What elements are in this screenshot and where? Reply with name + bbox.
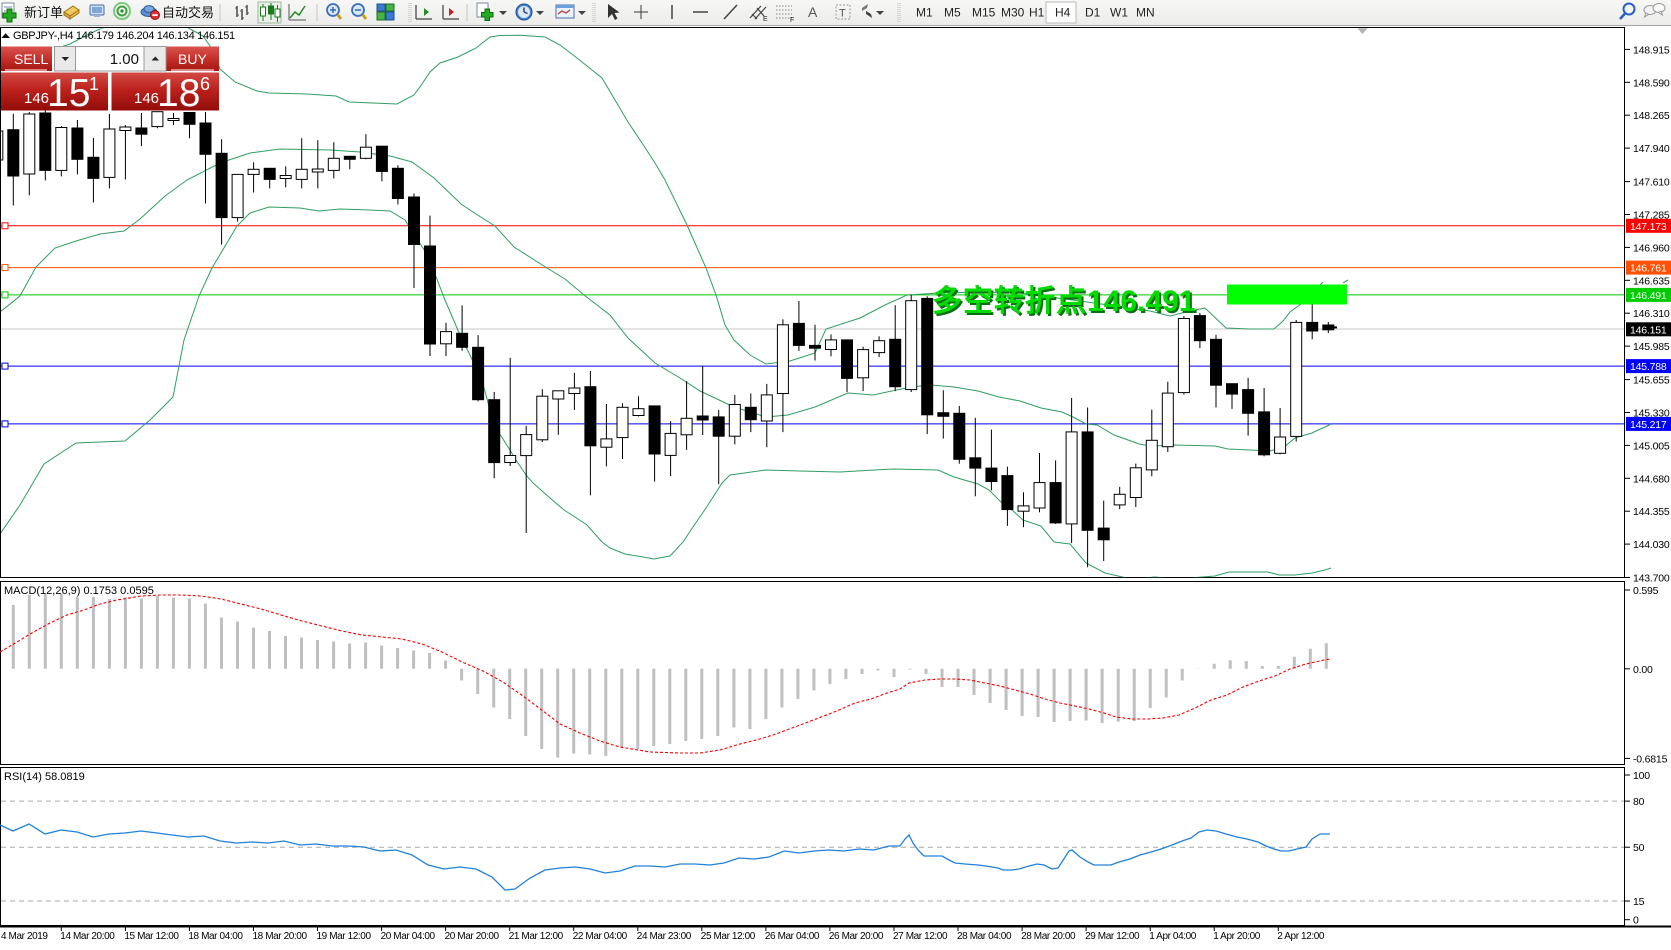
svg-text:144.030: 144.030 [1633,539,1670,551]
svg-text:D1: D1 [1085,6,1101,20]
svg-text:146.635: 146.635 [1633,275,1670,287]
svg-text:18: 18 [157,72,200,115]
svg-text:146.310: 146.310 [1633,308,1670,320]
svg-text:多空转折点146.491: 多空转折点146.491 [934,287,1197,320]
svg-text:80: 80 [1633,796,1645,808]
svg-text:SELL: SELL [14,51,48,67]
svg-text:25 Mar 12:00: 25 Mar 12:00 [701,931,756,942]
svg-text:H4: H4 [1055,6,1071,20]
svg-text:RSI(14) 58.0819: RSI(14) 58.0819 [4,771,85,783]
svg-text:0: 0 [1633,915,1639,927]
svg-text:0.595: 0.595 [1633,585,1659,597]
svg-text:28 Mar 20:00: 28 Mar 20:00 [1021,931,1076,942]
svg-text:BUY: BUY [178,51,207,67]
svg-text:15: 15 [47,72,90,115]
svg-text:1 Apr 20:00: 1 Apr 20:00 [1213,931,1261,942]
svg-text:M1: M1 [916,6,933,20]
svg-text:146.151: 146.151 [1630,324,1667,336]
svg-text:145.005: 145.005 [1633,440,1670,452]
svg-text:M15: M15 [972,6,996,20]
svg-text:148.590: 148.590 [1633,77,1670,89]
svg-text:146: 146 [24,90,49,107]
svg-text:-0.6815: -0.6815 [1633,753,1668,765]
svg-text:144.680: 144.680 [1633,473,1670,485]
svg-text:新订单: 新订单 [24,5,63,20]
svg-text:146.960: 146.960 [1633,242,1670,254]
svg-text:15: 15 [1633,896,1645,908]
svg-text:145.985: 145.985 [1633,341,1670,353]
svg-text:18 Mar 04:00: 18 Mar 04:00 [188,931,243,942]
svg-text:F: F [790,17,794,24]
svg-text:50: 50 [1633,842,1645,854]
svg-text:146.491: 146.491 [1630,290,1667,302]
svg-text:145.330: 145.330 [1633,408,1670,420]
svg-text:145.217: 145.217 [1630,419,1667,431]
svg-text:147.610: 147.610 [1633,177,1670,189]
svg-text:MACD(12,26,9) 0.1753 0.0595: MACD(12,26,9) 0.1753 0.0595 [4,585,154,597]
svg-text:21 Mar 12:00: 21 Mar 12:00 [509,931,564,942]
svg-text:20 Mar 20:00: 20 Mar 20:00 [445,931,500,942]
svg-text:MN: MN [1136,6,1155,20]
svg-text:1: 1 [89,74,99,94]
svg-text:19 Mar 12:00: 19 Mar 12:00 [317,931,372,942]
svg-text:145.788: 145.788 [1630,361,1667,373]
svg-text:W1: W1 [1110,6,1128,20]
svg-text:147.173: 147.173 [1630,221,1667,233]
svg-text:多空转折点146.491: 多空转折点146.491 [932,285,1195,318]
svg-text:1 Apr 04:00: 1 Apr 04:00 [1149,931,1197,942]
svg-text:22 Mar 04:00: 22 Mar 04:00 [573,931,628,942]
svg-text:4 Mar 2019: 4 Mar 2019 [1,931,48,942]
svg-text:29 Mar 12:00: 29 Mar 12:00 [1085,931,1140,942]
svg-text:143.700: 143.700 [1633,573,1670,585]
svg-text:27 Mar 12:00: 27 Mar 12:00 [893,931,948,942]
svg-text:2 Apr 12:00: 2 Apr 12:00 [1277,931,1325,942]
svg-text:26 Mar 04:00: 26 Mar 04:00 [765,931,820,942]
svg-text:18 Mar 20:00: 18 Mar 20:00 [253,931,308,942]
svg-text:6: 6 [200,74,210,94]
svg-text:28 Mar 04:00: 28 Mar 04:00 [957,931,1012,942]
svg-text:148.915: 148.915 [1633,44,1670,56]
svg-text:145.655: 145.655 [1633,375,1670,387]
svg-text:GBPJPY-,H4 146.179 146.204 14: GBPJPY-,H4 146.179 146.204 146.134 146.1… [13,30,235,42]
svg-text:H1: H1 [1029,6,1045,20]
svg-text:24 Mar 23:00: 24 Mar 23:00 [637,931,692,942]
svg-text:T: T [839,8,846,20]
svg-text:0.00: 0.00 [1633,664,1653,676]
svg-text:1.00: 1.00 [110,51,139,68]
svg-text:20 Mar 04:00: 20 Mar 04:00 [381,931,436,942]
svg-text:100: 100 [1633,770,1650,782]
svg-text:15 Mar 12:00: 15 Mar 12:00 [124,931,179,942]
svg-text:26 Mar 20:00: 26 Mar 20:00 [829,931,884,942]
svg-text:M5: M5 [944,6,961,20]
svg-text:自动交易: 自动交易 [162,5,214,20]
svg-text:147.285: 147.285 [1633,210,1670,222]
svg-text:147.940: 147.940 [1633,143,1670,155]
svg-text:A: A [808,4,818,20]
svg-text:146: 146 [134,90,159,107]
svg-text:E: E [763,16,768,23]
svg-text:146.761: 146.761 [1630,263,1667,275]
svg-text:14 Mar 20:00: 14 Mar 20:00 [60,931,115,942]
svg-text:148.265: 148.265 [1633,110,1670,122]
svg-text:M30: M30 [1001,6,1025,20]
svg-text:144.355: 144.355 [1633,506,1670,518]
